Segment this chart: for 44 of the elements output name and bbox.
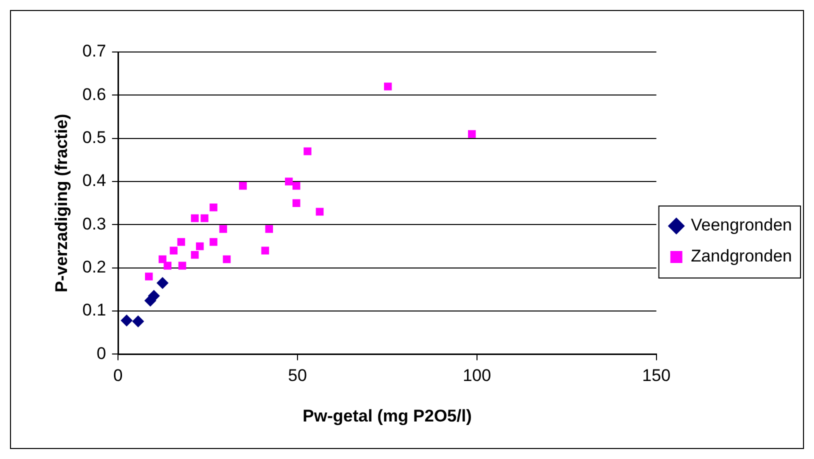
point	[292, 199, 300, 207]
point	[120, 314, 133, 327]
y-tick-label: 0.2	[82, 258, 106, 277]
y-tick-label: 0.6	[82, 84, 106, 104]
y-tick-label: 0	[96, 344, 106, 363]
y-tick-label: 0.5	[82, 128, 106, 148]
point	[284, 178, 293, 186]
point	[200, 214, 208, 222]
point	[190, 214, 199, 222]
point	[468, 130, 476, 138]
y-axis-title: P-verzadiging (fractie)	[52, 114, 71, 292]
point	[148, 290, 160, 302]
point	[265, 225, 274, 233]
point	[170, 246, 178, 254]
point	[239, 182, 247, 190]
y-tick-label: 0.3	[82, 214, 106, 234]
point	[261, 246, 270, 254]
point	[222, 255, 231, 264]
point	[132, 315, 144, 328]
point	[156, 276, 169, 289]
point	[219, 225, 228, 233]
point	[164, 262, 172, 270]
point	[196, 242, 204, 250]
x-axis-title: Pw-getal (mg P2O5/l)	[302, 406, 472, 426]
y-tick-label: 0.7	[82, 42, 106, 61]
x-tick-label: 50	[288, 366, 307, 386]
point	[292, 182, 300, 190]
point	[178, 262, 186, 270]
point	[210, 238, 218, 246]
point	[304, 147, 312, 156]
point	[384, 82, 392, 90]
point	[316, 208, 324, 216]
point	[145, 272, 153, 280]
legend-label: Veengronden	[690, 216, 792, 235]
y-tick-label: 0.4	[82, 171, 106, 190]
x-tick-label: 100	[462, 366, 492, 386]
point	[190, 251, 199, 259]
legend-label: Zandgronden	[690, 246, 792, 266]
y-tick-label: 0.1	[82, 300, 106, 320]
point	[210, 204, 218, 212]
point	[177, 238, 186, 246]
x-tick-label: 0	[113, 366, 123, 386]
x-tick-label: 150	[642, 366, 671, 386]
point	[158, 255, 166, 264]
